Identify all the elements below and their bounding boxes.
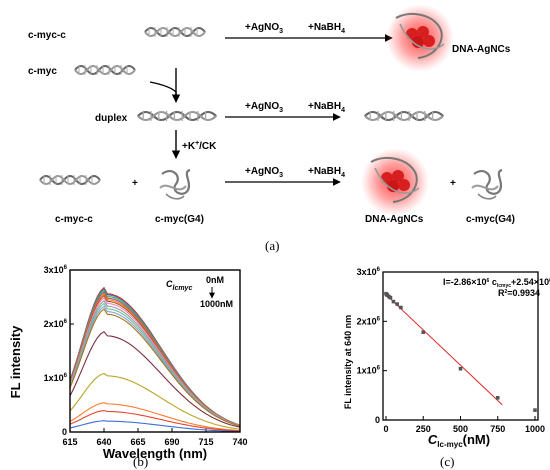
cmyc-strand xyxy=(74,64,136,76)
data-point xyxy=(391,299,396,304)
data-point xyxy=(458,366,463,371)
panel-c-xlabel: Clc-myc(nM) xyxy=(428,432,490,449)
data-point xyxy=(399,305,403,310)
c-xtick-label: 250 xyxy=(416,424,431,434)
panel-b-ylabel: FL intensity xyxy=(8,325,23,398)
panel-c-frame xyxy=(382,271,539,421)
c-xtick-label: 500 xyxy=(453,424,468,434)
spectrum-line xyxy=(69,420,241,433)
panel-c-plot xyxy=(384,291,537,412)
b-ytick-label: 2x106 xyxy=(44,319,68,329)
panel-b-xlabel: Wavelength (nm) xyxy=(103,446,207,461)
legend-symbol: Clcmyc xyxy=(166,279,192,292)
r-squared: R2=0.9934 xyxy=(498,288,540,298)
legend-end: 1000nM xyxy=(200,299,233,309)
label-duplex: duplex xyxy=(95,113,128,124)
data-point xyxy=(395,302,399,306)
b-xtick-label: 665 xyxy=(130,437,145,447)
data-point xyxy=(388,295,393,300)
spectrum-line xyxy=(69,302,241,427)
b-xtick-label: 715 xyxy=(198,437,213,447)
data-point xyxy=(533,408,537,412)
label-cmyc: c-myc xyxy=(28,66,57,77)
b-xtick-label: 740 xyxy=(232,437,247,447)
b-xtick-label: 615 xyxy=(62,437,77,447)
g4-structure-left xyxy=(158,168,192,200)
b-ytick-label: 3x106 xyxy=(44,265,68,275)
b-ytick-label: 0 xyxy=(62,427,67,437)
data-point xyxy=(495,396,500,400)
spectrum-line xyxy=(69,330,241,428)
c-ytick-label: 3x106 xyxy=(357,267,381,277)
agncs-top xyxy=(386,4,454,72)
c-xtick-label: 1000 xyxy=(525,424,545,434)
plus-right: + xyxy=(450,178,456,189)
spectrum-line xyxy=(69,410,241,432)
panel-c: FL intensity at 640 nm 01x1062x1063x106 … xyxy=(343,267,550,469)
c-xtick-label: 750 xyxy=(490,424,505,434)
spectrum-line xyxy=(69,308,241,427)
b-xtick-label: 690 xyxy=(164,437,179,447)
label-bottom-g4-right: c-myc(G4) xyxy=(466,214,515,225)
c-ytick-label: 0 xyxy=(375,415,380,425)
plus-left: + xyxy=(132,178,138,189)
fit-line xyxy=(385,294,503,406)
spectrum-line xyxy=(69,402,241,432)
panel-b-legend: Clcmyc 0nM 1000nM xyxy=(166,275,233,309)
panel-b-frame xyxy=(69,269,241,433)
scheme-panel-a: c-myc-c +AgNO3 +NaBH4 DNA-AgNCs c-myc du… xyxy=(28,4,515,253)
spectrum-line xyxy=(69,305,241,427)
reagent-agno3-row1: +AgNO3 xyxy=(245,22,283,35)
c-ytick-label: 1x106 xyxy=(357,366,381,376)
panel-b: FL intensity 0 1x106 2x106 3x106 615 640 665 6… xyxy=(8,265,248,469)
panel-c-ylabel: FL intensity at 640 nm xyxy=(343,315,353,409)
label-cmyc-c: c-myc-c xyxy=(28,30,66,41)
caption-b: (b) xyxy=(133,454,148,469)
g4-structure-right xyxy=(470,168,504,200)
reagent-nabh4-row1: +NaBH4 xyxy=(308,22,345,35)
caption-a: (a) xyxy=(265,238,279,253)
panel-b-curves xyxy=(69,286,241,433)
label-bottom-g4: c-myc(G4) xyxy=(155,214,204,225)
duplex-icon xyxy=(136,109,218,123)
c-ytick-label: 2x106 xyxy=(357,316,381,326)
reagent-agno3-row3: +AgNO3 xyxy=(245,166,283,179)
bottom-cmyc-c-strand xyxy=(39,174,101,186)
reagent-agno3-row2: +AgNO3 xyxy=(245,101,283,114)
agncs-bottom xyxy=(361,148,429,216)
label-agncs-top: DNA-AgNCs xyxy=(452,44,511,55)
merge-curve xyxy=(149,81,177,100)
c-xtick-label: 0 xyxy=(383,424,388,434)
panel-c-xticks: 0 250 500 750 1000 xyxy=(383,416,545,434)
data-point xyxy=(421,330,426,334)
label-bottom-cmyc-c: c-myc-c xyxy=(55,214,93,225)
reagent-nabh4-row2: +NaBH4 xyxy=(308,101,345,114)
caption-c: (c) xyxy=(440,454,454,469)
b-xtick-label: 640 xyxy=(96,437,111,447)
cmyc-c-strand xyxy=(144,26,206,38)
label-bottom-agncs: DNA-AgNCs xyxy=(365,214,424,225)
label-k-ck: +K+/CK xyxy=(182,140,217,152)
b-ytick-label: 1x106 xyxy=(44,373,68,383)
reagent-nabh4-row3: +NaBH4 xyxy=(308,166,345,179)
spectrum-line xyxy=(69,372,241,430)
duplex-product-icon xyxy=(363,109,445,123)
legend-start: 0nM xyxy=(206,275,224,285)
